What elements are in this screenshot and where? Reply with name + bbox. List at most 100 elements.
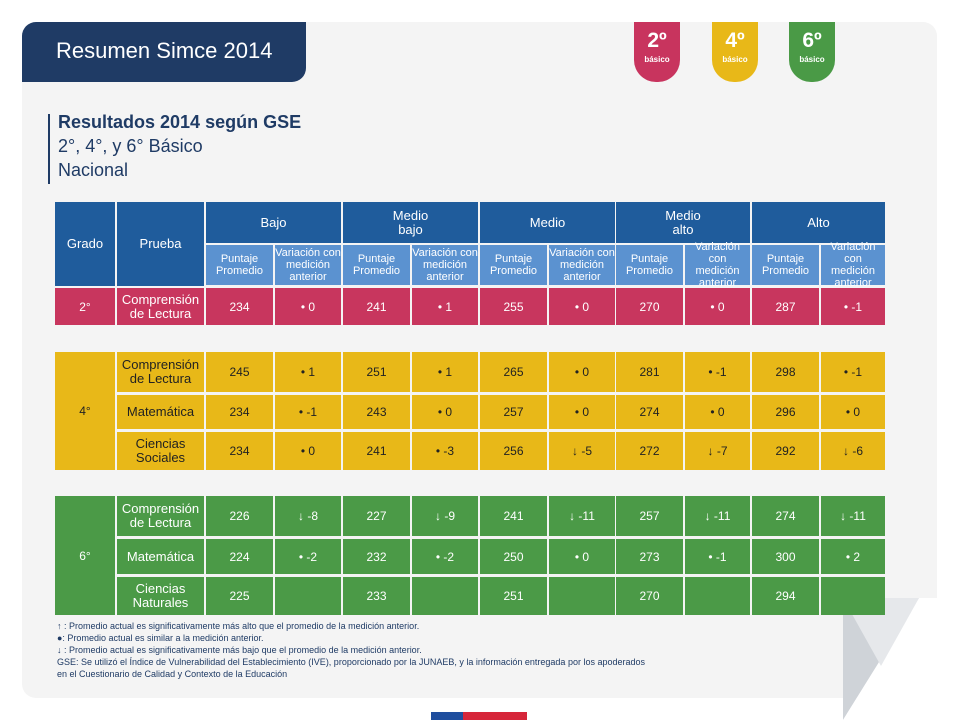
puntaje-cell: 292 xyxy=(752,432,819,470)
page-curl-decoration xyxy=(843,598,960,720)
puntaje-cell: 243 xyxy=(343,395,410,429)
subheader-puntaje: Puntaje Promedio xyxy=(616,245,683,285)
puntaje-cell: 256 xyxy=(480,432,547,470)
puntaje-cell: 281 xyxy=(616,352,683,392)
puntaje-cell: 233 xyxy=(343,577,410,615)
variacion-cell xyxy=(412,577,478,615)
variacion-cell: • 0 xyxy=(275,288,341,325)
variacion-cell: • -1 xyxy=(821,288,885,325)
puntaje-cell: 224 xyxy=(206,539,273,574)
variacion-cell: • 2 xyxy=(821,539,885,574)
puntaje-cell: 234 xyxy=(206,395,273,429)
puntaje-cell: 241 xyxy=(480,496,547,536)
variacion-cell: • 1 xyxy=(412,288,478,325)
variacion-cell: • -1 xyxy=(685,539,750,574)
puntaje-cell: 226 xyxy=(206,496,273,536)
prueba-cell: Comprensión de Lectura xyxy=(117,288,204,325)
puntaje-cell: 245 xyxy=(206,352,273,392)
puntaje-cell: 273 xyxy=(616,539,683,574)
variacion-cell: • 0 xyxy=(821,395,885,429)
variacion-cell: • -1 xyxy=(275,395,341,429)
variacion-cell: • 0 xyxy=(275,432,341,470)
puntaje-cell: 265 xyxy=(480,352,547,392)
subheader-variacion: Variación con medición anterior xyxy=(821,241,885,289)
subheader-variacion: Variación con medición anterior xyxy=(275,245,341,285)
badge-number: 2º xyxy=(647,29,667,52)
heading-scope: Nacional xyxy=(58,160,129,180)
heading-subtitle: 2°, 4°, y 6° Básico xyxy=(58,136,203,156)
subheader-variacion: Variación con medición anterior xyxy=(412,245,478,285)
footnotes: ↑ : Promedio actual es significativament… xyxy=(57,620,837,680)
prueba-cell: Ciencias Sociales xyxy=(117,432,204,470)
prueba-cell: Ciencias Naturales xyxy=(117,577,204,615)
variacion-cell: ↓ -5 xyxy=(549,432,615,470)
puntaje-cell: 270 xyxy=(616,577,683,615)
grado-cell: 2° xyxy=(55,288,115,325)
variacion-cell: ↓ -11 xyxy=(821,496,885,536)
prueba-cell: Matemática xyxy=(117,539,204,574)
puntaje-cell: 234 xyxy=(206,432,273,470)
badge-4-basico: 4º básico xyxy=(712,22,758,82)
badge-number: 4º xyxy=(725,29,745,52)
puntaje-cell: 296 xyxy=(752,395,819,429)
variacion-cell: • 0 xyxy=(549,539,615,574)
grado-cell: 4° xyxy=(55,352,115,470)
subheader-puntaje: Puntaje Promedio xyxy=(206,245,273,285)
puntaje-cell: 272 xyxy=(616,432,683,470)
puntaje-cell: 298 xyxy=(752,352,819,392)
variacion-cell: • -3 xyxy=(412,432,478,470)
subheader-puntaje: Puntaje Promedio xyxy=(343,245,410,285)
results-heading: Resultados 2014 según GSE 2°, 4°, y 6° B… xyxy=(58,110,301,182)
badge-number: 6º xyxy=(802,29,822,52)
footnote-up: ↑ : Promedio actual es significativament… xyxy=(57,621,420,631)
puntaje-cell: 274 xyxy=(752,496,819,536)
heading-accent-bar xyxy=(48,114,50,184)
variacion-cell: • -2 xyxy=(275,539,341,574)
header-group: Medio bajo xyxy=(343,202,478,243)
heading-title: Resultados 2014 según GSE xyxy=(58,112,302,132)
header-group: Alto xyxy=(752,202,885,243)
variacion-cell: • 0 xyxy=(549,288,615,325)
subheader-variacion: Variación con medición anterior xyxy=(685,241,750,289)
variacion-cell: ↓ -9 xyxy=(412,496,478,536)
variacion-cell: ↓ -8 xyxy=(275,496,341,536)
footnote-gse-cont: en el Cuestionario de Calidad y Contexto… xyxy=(57,669,288,679)
header-group: Medio alto xyxy=(616,202,750,243)
header-group: Bajo xyxy=(206,202,341,243)
grado-cell: 6° xyxy=(55,496,115,615)
variacion-cell: ↓ -11 xyxy=(549,496,615,536)
variacion-cell: • -1 xyxy=(821,352,885,392)
header-prueba: Prueba xyxy=(117,202,204,286)
badge-label: básico xyxy=(644,55,670,64)
puntaje-cell: 227 xyxy=(343,496,410,536)
variacion-cell: • -1 xyxy=(685,352,750,392)
header-grado: Grado xyxy=(55,202,115,286)
variacion-cell: ↓ -11 xyxy=(685,496,750,536)
variacion-cell: • 0 xyxy=(412,395,478,429)
prueba-cell: Matemática xyxy=(117,395,204,429)
variacion-cell: • 0 xyxy=(685,395,750,429)
subheader-variacion: Variación con medición anterior xyxy=(549,245,615,285)
puntaje-cell: 251 xyxy=(343,352,410,392)
variacion-cell: • 1 xyxy=(412,352,478,392)
footnote-gse: GSE: Se utilizó el Índice de Vulnerabili… xyxy=(57,657,645,667)
badge-6-basico: 6º básico xyxy=(789,22,835,82)
subheader-puntaje: Puntaje Promedio xyxy=(752,245,819,285)
variacion-cell xyxy=(685,577,750,615)
prueba-cell: Comprensión de Lectura xyxy=(117,352,204,392)
footnote-similar: ●: Promedio actual es similar a la medic… xyxy=(57,633,264,643)
gov-flag-stripe xyxy=(431,712,527,720)
variacion-cell: ↓ -7 xyxy=(685,432,750,470)
header-group: Medio xyxy=(480,202,615,243)
puntaje-cell: 255 xyxy=(480,288,547,325)
variacion-cell xyxy=(549,577,615,615)
puntaje-cell: 225 xyxy=(206,577,273,615)
variacion-cell xyxy=(275,577,341,615)
puntaje-cell: 257 xyxy=(616,496,683,536)
variacion-cell: • 0 xyxy=(549,395,615,429)
puntaje-cell: 241 xyxy=(343,432,410,470)
page-title: Resumen Simce 2014 xyxy=(22,22,306,82)
puntaje-cell: 294 xyxy=(752,577,819,615)
puntaje-cell: 270 xyxy=(616,288,683,325)
variacion-cell: • 0 xyxy=(549,352,615,392)
